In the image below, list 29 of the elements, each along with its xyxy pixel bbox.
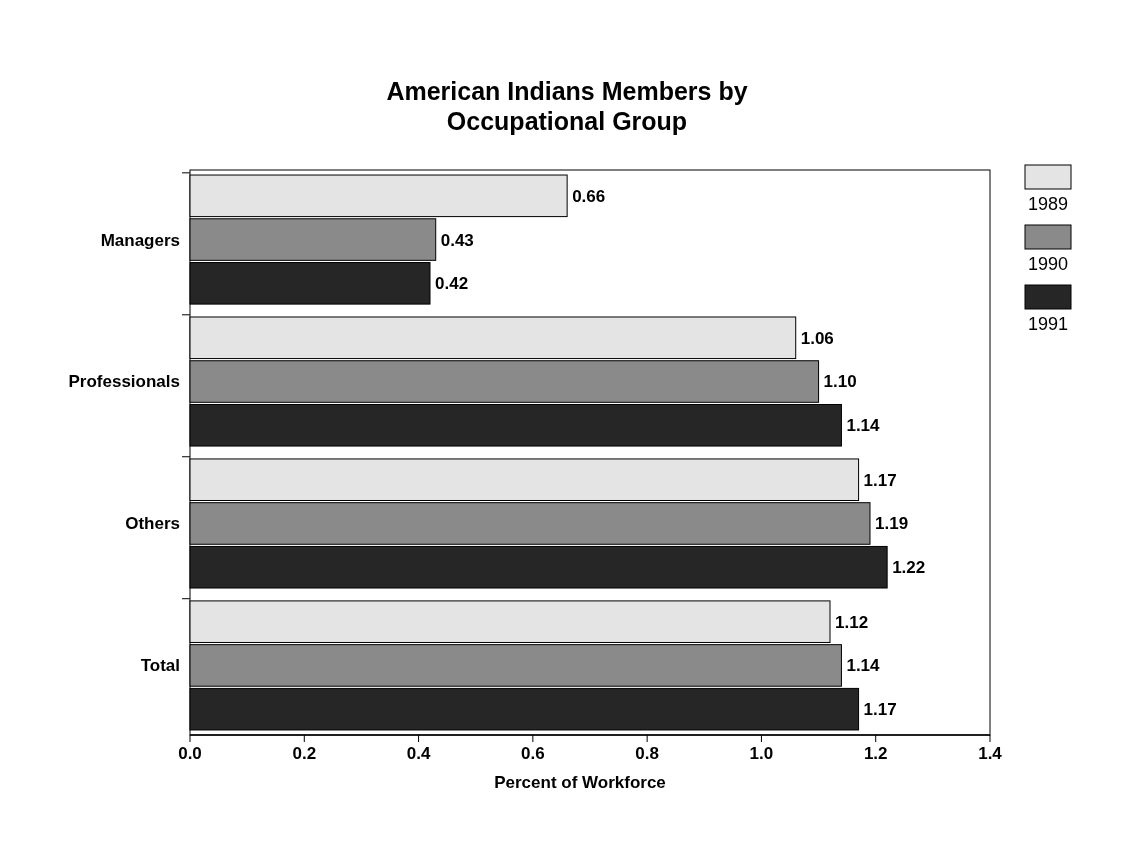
legend-label: 1990	[1027, 254, 1069, 274]
y-tick-label: Total	[140, 656, 180, 676]
x-tick-label: 1.2	[863, 744, 888, 763]
y-tick-label: Others	[125, 514, 180, 534]
legend-label: 1991	[1027, 314, 1069, 334]
data-label: 1.19	[875, 514, 909, 534]
chart-title: American Indians Members by Occupational Group	[386, 77, 748, 135]
data-label: 1.12	[835, 612, 869, 632]
data-label: 1.14	[846, 656, 881, 676]
x-tick-label: 1.4	[978, 744, 1003, 763]
data-label: 0.43	[440, 230, 474, 250]
data-label: 1.10	[823, 372, 857, 392]
x-tick-label: 0.6	[521, 744, 545, 763]
x-axis-title: Percent of Workforce	[494, 773, 666, 792]
data-label: 1.22	[892, 558, 926, 578]
data-label: 1.17	[863, 700, 897, 720]
x-tick-label: 0.4	[406, 744, 431, 763]
data-label: 1.06	[800, 328, 834, 348]
data-label: 1.17	[863, 470, 897, 490]
x-tick-label: 0.0	[178, 744, 202, 763]
legend-label: 1989	[1027, 194, 1069, 214]
x-tick-label: 1.0	[749, 744, 774, 763]
y-tick-label: Managers	[100, 230, 180, 250]
data-label: 0.42	[435, 274, 469, 294]
data-label: 0.66	[572, 186, 606, 206]
x-tick-label: 0.2	[292, 744, 317, 763]
x-tick-label: 0.8	[635, 744, 659, 763]
y-tick-label: Professionals	[68, 372, 180, 392]
data-label: 1.14	[846, 416, 881, 436]
